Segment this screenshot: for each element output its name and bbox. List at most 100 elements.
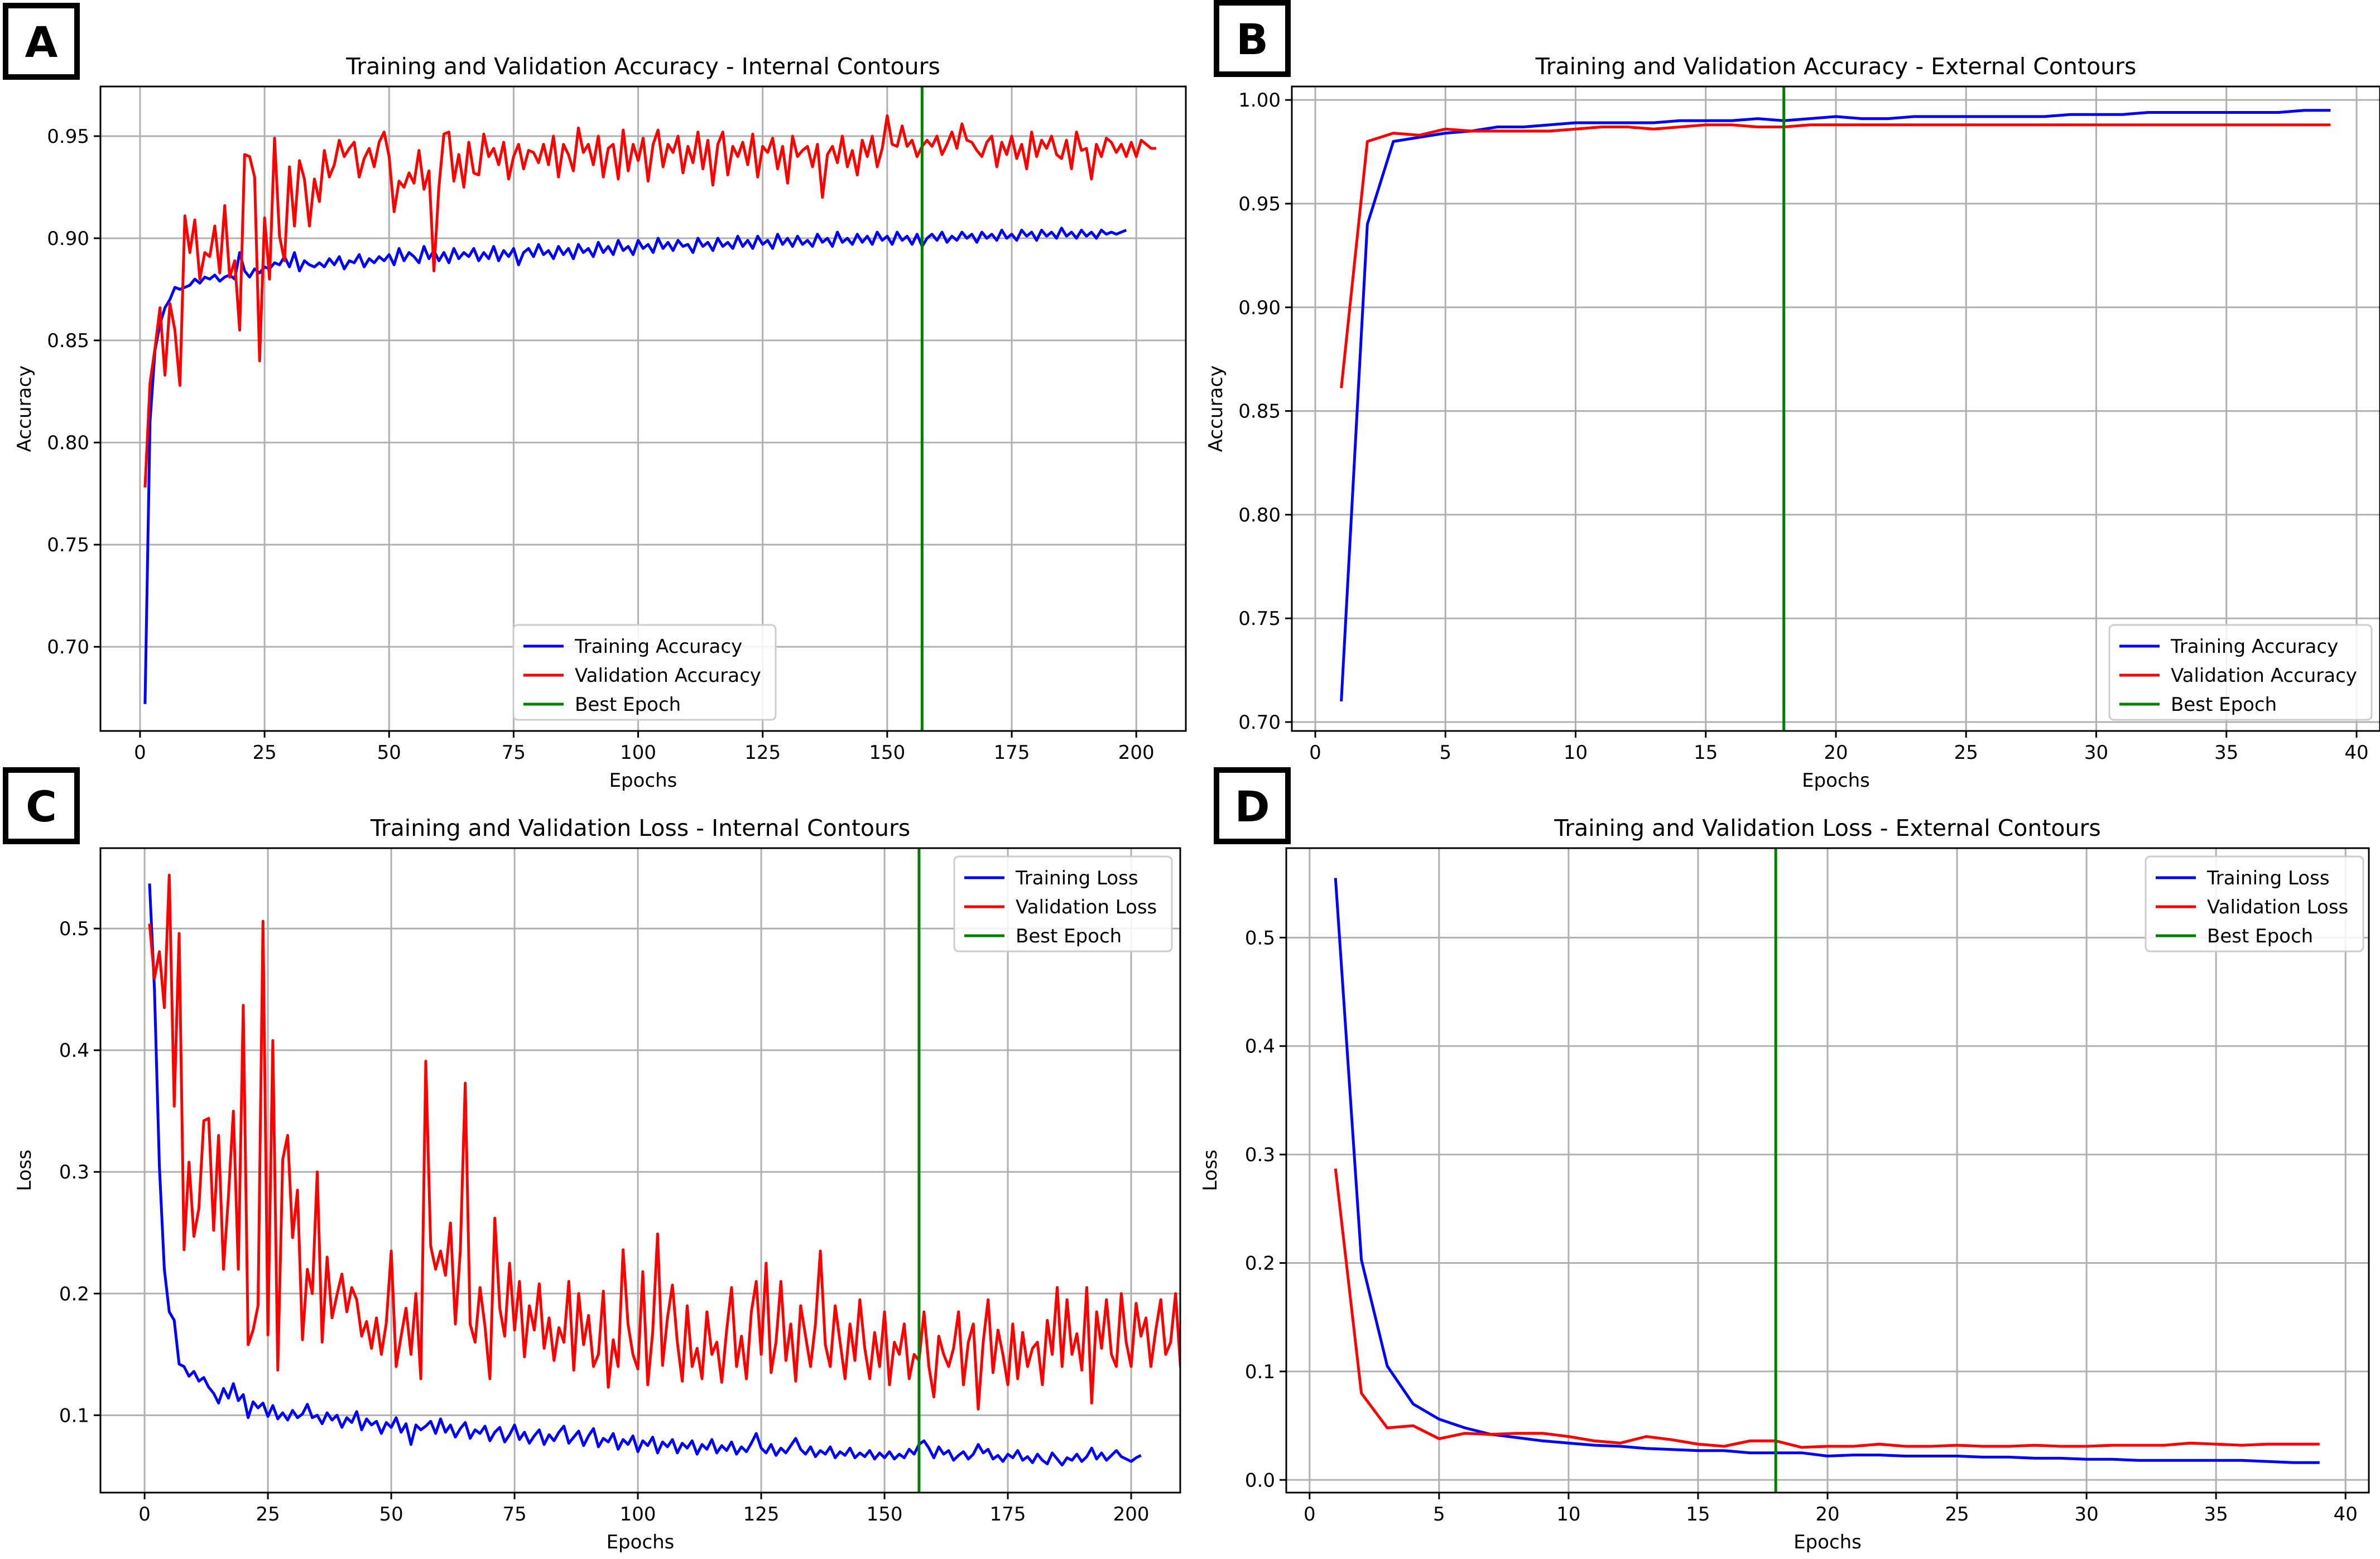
plot-frame <box>99 85 1187 732</box>
y-tick-label: 1.00 <box>1238 89 1281 112</box>
y-tick-label: 0.75 <box>47 534 89 556</box>
legend-entry-label: Best Epoch <box>2171 694 2277 716</box>
y-axis-label: Loss <box>13 1149 36 1191</box>
series-line-training-loss <box>148 883 1142 1467</box>
panel-a: A 0 25 50 75 100 125 150 175 200 0.70 0.75 0.80 0.85 0… <box>3 3 1187 792</box>
x-tick-label: 40 <box>2334 1503 2358 1526</box>
chart-title: Training and Validation Accuracy - Exter… <box>1535 53 2137 80</box>
series-line-training-accuracy <box>1340 109 2331 702</box>
panel-badge <box>1214 0 1291 77</box>
panel-badge <box>1214 767 1291 844</box>
y-tick-label: 0.5 <box>1245 927 1275 949</box>
y-tick-label: 0.85 <box>1238 401 1281 423</box>
legend: Training Accuracy Validation Accuracy Best… <box>2108 624 2373 721</box>
x-tick-label: 0 <box>1304 1503 1316 1526</box>
chart-title: Training and Validation Loss - Internal … <box>370 815 910 841</box>
x-tick-label: 15 <box>1686 1503 1710 1526</box>
y-tick-label: 0.0 <box>1245 1469 1275 1491</box>
legend-entry-label: Training Loss <box>2206 867 2330 889</box>
x-tick-label: 75 <box>502 1503 526 1526</box>
legend: Training Loss Validation Loss Best Epoch <box>2145 855 2364 952</box>
y-tick-label: 0.2 <box>59 1283 89 1305</box>
x-axis-label: Epochs <box>1802 769 1870 792</box>
y-tick-label: 0.95 <box>1238 193 1281 215</box>
x-tick-label: 0 <box>138 1503 151 1526</box>
y-tick-label: 0.2 <box>1245 1252 1275 1274</box>
x-tick-label: 0 <box>134 742 146 764</box>
legend-box <box>953 855 1173 952</box>
legend: Training Loss Validation Loss Best Epoch <box>953 855 1173 952</box>
plot-frame <box>99 847 1181 1494</box>
x-tick-label: 5 <box>1433 1503 1445 1526</box>
panel-label: B <box>1236 15 1268 64</box>
legend-box <box>2145 855 2364 952</box>
x-tick-label: 10 <box>1556 1503 1580 1526</box>
x-tick-label: 25 <box>1954 742 1978 764</box>
series-line-training-loss <box>1334 878 2320 1464</box>
y-tick-label: 0.80 <box>47 432 89 454</box>
legend-box <box>512 624 777 721</box>
x-tick-label: 15 <box>1694 742 1718 764</box>
x-tick-label: 0 <box>1309 742 1321 764</box>
panel-b: B 0 5 10 15 20 25 30 35 40 0.70 0.75 0.80 0.85 0.90 0.9… <box>1205 0 2380 792</box>
y-tick-label: 0.85 <box>47 330 89 352</box>
x-tick-label: 35 <box>2204 1503 2228 1526</box>
panel-label: C <box>26 782 57 831</box>
x-tick-label: 200 <box>1113 1503 1150 1526</box>
x-tick-label: 30 <box>2084 742 2108 764</box>
y-tick-label: 0.90 <box>1238 297 1281 319</box>
panel-d: D 0 5 10 15 20 25 30 35 40 0.0 0.1 0.2 0.3 0.4 0.5 Train… <box>1199 767 2370 1553</box>
x-tick-label: 200 <box>1118 742 1155 764</box>
legend-entry-label: Best Epoch <box>2207 925 2313 947</box>
legend-entry-label: Training Accuracy <box>2170 636 2338 658</box>
y-tick-label: 0.70 <box>47 636 89 658</box>
x-tick-label: 150 <box>869 742 905 764</box>
panel-label: D <box>1234 782 1270 831</box>
x-axis-label: Epochs <box>609 769 677 792</box>
y-tick-label: 0.95 <box>47 126 89 148</box>
y-axis-label: Accuracy <box>1205 365 1227 452</box>
x-tick-label: 100 <box>620 1503 656 1526</box>
x-axis-label: Epochs <box>607 1531 675 1553</box>
x-tick-label: 175 <box>990 1503 1026 1526</box>
series-line-validation-accuracy <box>1340 123 2331 388</box>
series-line-validation-loss <box>1334 1168 2320 1449</box>
legend-entry-label: Validation Accuracy <box>575 665 761 687</box>
x-tick-label: 5 <box>1439 742 1451 764</box>
chart-title: Training and Validation Accuracy - Inter… <box>345 53 940 80</box>
x-axis-label: Epochs <box>1794 1531 1862 1553</box>
x-tick-label: 10 <box>1564 742 1588 764</box>
chart-title: Training and Validation Loss - External … <box>1554 815 2100 841</box>
y-tick-label: 0.75 <box>1238 608 1281 630</box>
legend-entry-label: Best Epoch <box>575 694 681 716</box>
legend-entry-label: Validation Accuracy <box>2171 665 2357 687</box>
legend-entry-label: Best Epoch <box>1016 925 1122 947</box>
x-tick-label: 25 <box>252 742 276 764</box>
x-tick-label: 20 <box>1815 1503 1839 1526</box>
y-tick-label: 0.4 <box>59 1040 89 1062</box>
y-tick-label: 0.5 <box>59 918 89 940</box>
y-tick-label: 0.3 <box>1245 1144 1275 1166</box>
y-tick-label: 0.3 <box>59 1161 89 1183</box>
x-tick-label: 100 <box>620 742 656 764</box>
y-tick-label: 0.4 <box>1245 1036 1275 1058</box>
x-tick-label: 50 <box>377 742 401 764</box>
y-tick-label: 0.70 <box>1238 711 1281 734</box>
legend-box <box>2108 624 2373 721</box>
x-tick-label: 20 <box>1824 742 1848 764</box>
x-tick-label: 25 <box>1945 1503 1969 1526</box>
series-line-validation-loss <box>148 873 1180 1411</box>
legend: Training Accuracy Validation Accuracy Best… <box>512 624 777 721</box>
x-tick-label: 75 <box>502 742 526 764</box>
x-tick-label: 50 <box>379 1503 403 1526</box>
legend-entry-label: Validation Loss <box>2207 896 2348 918</box>
y-tick-label: 0.1 <box>59 1404 89 1427</box>
x-tick-label: 150 <box>867 1503 903 1526</box>
x-tick-label: 25 <box>256 1503 280 1526</box>
y-tick-label: 0.90 <box>47 228 89 250</box>
series-line-training-accuracy <box>143 227 1127 704</box>
panel-badge <box>3 3 80 80</box>
panel-badge <box>3 767 80 844</box>
series-line-validation-accuracy <box>143 114 1156 488</box>
